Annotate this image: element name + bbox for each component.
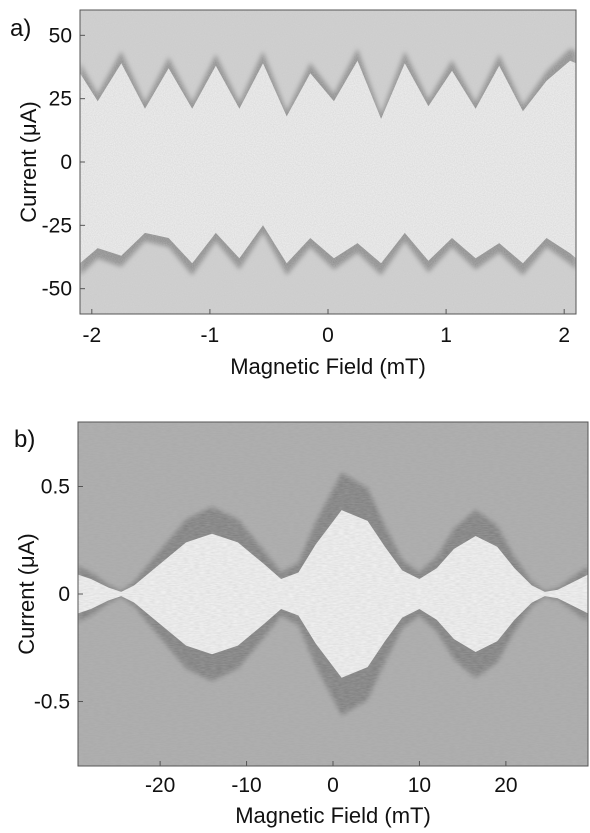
y-tick-label: -25	[42, 214, 72, 237]
panel-a-y-axis-title: Current (μA)	[16, 101, 41, 222]
x-tick-label: 0	[327, 774, 339, 797]
panel-a-x-axis-title: Magnetic Field (mT)	[230, 354, 426, 379]
panel-b-label: b)	[14, 426, 35, 453]
panel-b-texture	[78, 422, 588, 766]
x-tick-label: 0	[322, 324, 334, 347]
x-tick-label: 1	[440, 324, 452, 347]
y-tick-label: 0	[60, 151, 72, 174]
x-tick-label: -20	[145, 774, 175, 797]
panel-a-texture	[80, 10, 576, 314]
y-tick-label: 25	[49, 88, 72, 111]
panel-a-label: a)	[10, 15, 31, 42]
panel-a-x-ticks: -2 -1 0 1 2	[82, 309, 570, 347]
x-tick-label: 20	[494, 774, 517, 797]
panel-b-x-axis-title: Magnetic Field (mT)	[235, 803, 431, 828]
panel-b-y-axis-title: Current (μA)	[14, 533, 39, 654]
y-tick-label: 50	[49, 24, 72, 47]
x-tick-label: -1	[201, 324, 220, 347]
panel-b: b) -20 -10 0 10 20 0.5 0 -0.5 Magnetic Field (…	[14, 422, 588, 828]
y-tick-label: -0.5	[34, 691, 70, 714]
x-tick-label: -2	[82, 324, 101, 347]
x-tick-label: -10	[231, 774, 261, 797]
y-tick-label: -50	[42, 278, 72, 301]
y-tick-label: 0	[58, 583, 70, 606]
panel-a: a) -2 -1 0 1 2 50 25 0 -25 -50 Magnetic Field (m…	[10, 10, 576, 379]
x-tick-label: 2	[558, 324, 570, 347]
panel-a-y-ticks: 50 25 0 -25 -50	[42, 24, 85, 300]
panel-b-y-ticks: 0.5 0 -0.5	[34, 476, 83, 714]
y-tick-label: 0.5	[41, 476, 70, 499]
x-tick-label: 10	[408, 774, 431, 797]
